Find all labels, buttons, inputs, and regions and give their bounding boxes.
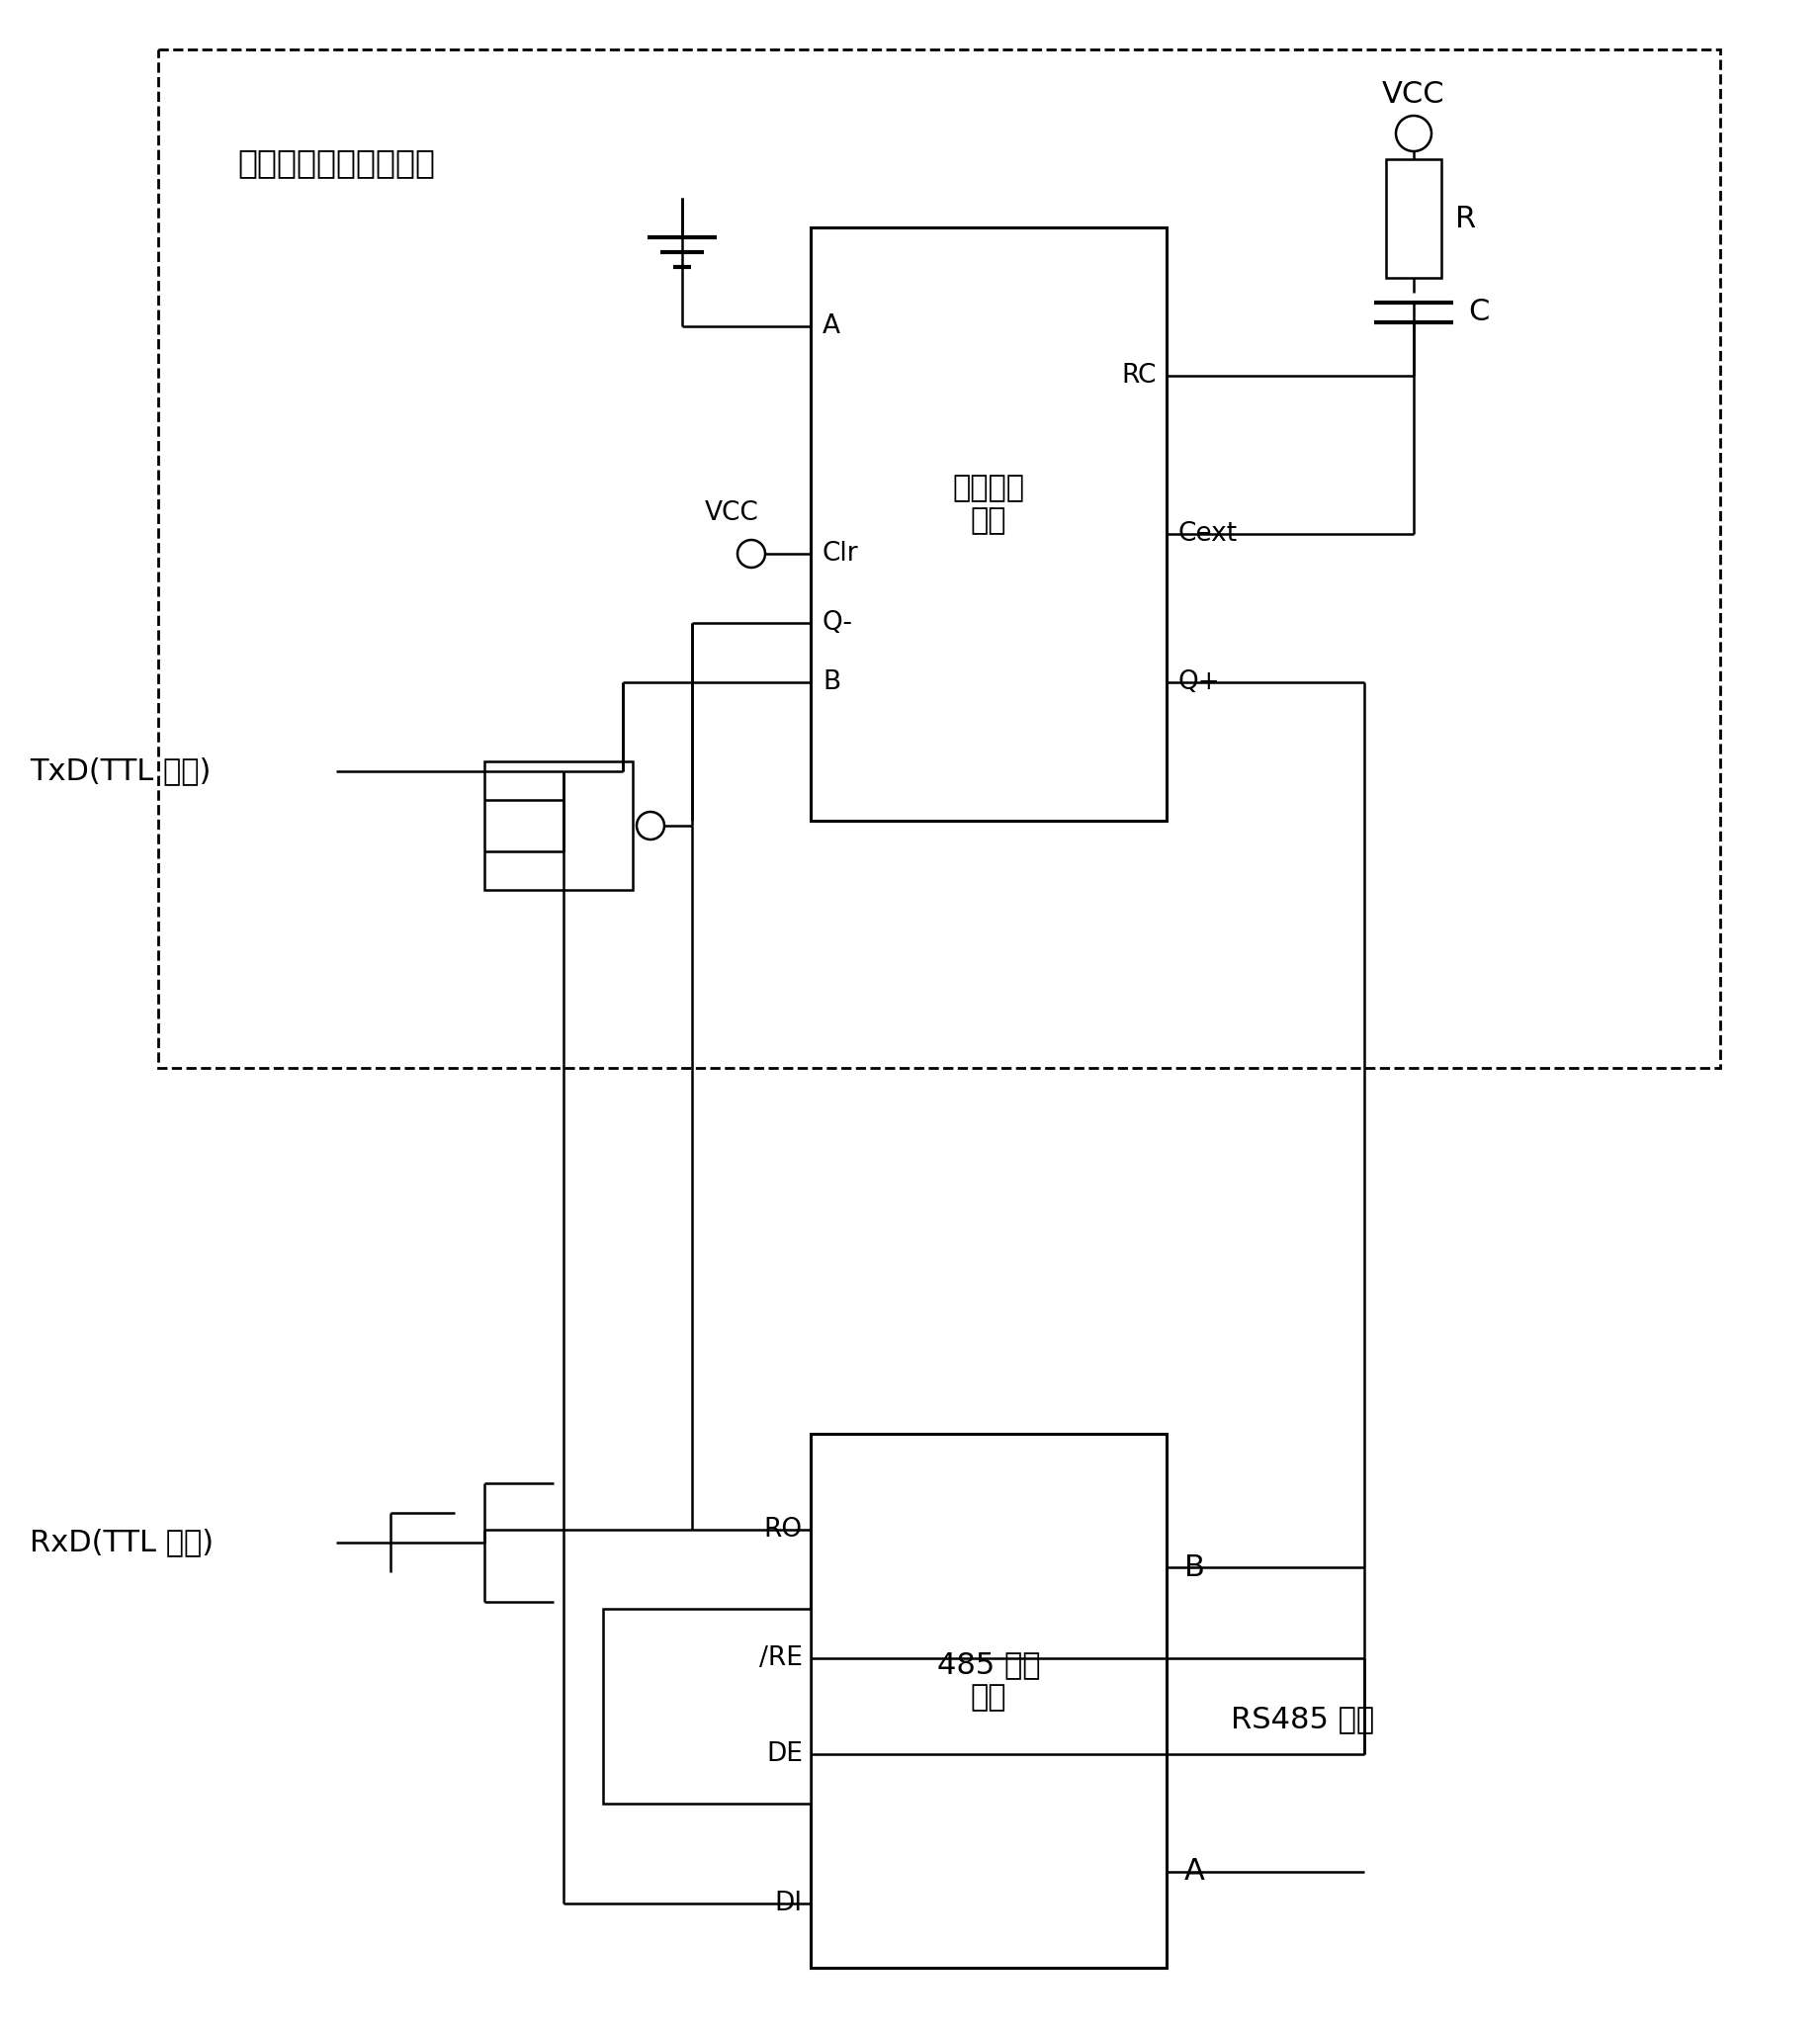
Text: 虚线框内为本发明电路: 虚线框内为本发明电路: [237, 146, 435, 179]
Text: Q+: Q+: [1178, 669, 1221, 696]
Text: RC: RC: [1121, 362, 1158, 388]
Text: A: A: [823, 313, 841, 340]
Text: 485 驱动
芯片: 485 驱动 芯片: [937, 1650, 1041, 1713]
Text: VCC: VCC: [1381, 79, 1445, 108]
Text: R: R: [1456, 203, 1476, 232]
Bar: [602, 1609, 810, 1804]
Text: RxD(TTL 电平): RxD(TTL 电平): [29, 1528, 213, 1556]
Bar: [158, 49, 1720, 1068]
Bar: [810, 228, 1167, 822]
Text: DE: DE: [766, 1741, 803, 1768]
Text: 单稳态触
发器: 单稳态触 发器: [952, 474, 1025, 535]
Text: VCC: VCC: [704, 500, 759, 527]
Text: Cext: Cext: [1178, 521, 1238, 547]
Bar: [1387, 159, 1441, 279]
Text: Clr: Clr: [823, 541, 859, 567]
Text: TxD(TTL 电平): TxD(TTL 电平): [29, 757, 211, 785]
Text: B: B: [1185, 1552, 1205, 1582]
Text: RS485 信号: RS485 信号: [1230, 1704, 1374, 1733]
Text: DI: DI: [775, 1892, 803, 1916]
Text: /RE: /RE: [759, 1646, 803, 1670]
Text: B: B: [823, 669, 841, 696]
Bar: [484, 761, 633, 891]
Text: RO: RO: [764, 1517, 803, 1542]
Bar: [810, 1434, 1167, 1967]
Text: Q-: Q-: [823, 610, 854, 637]
Text: A: A: [1185, 1857, 1205, 1886]
Text: C: C: [1469, 299, 1489, 327]
